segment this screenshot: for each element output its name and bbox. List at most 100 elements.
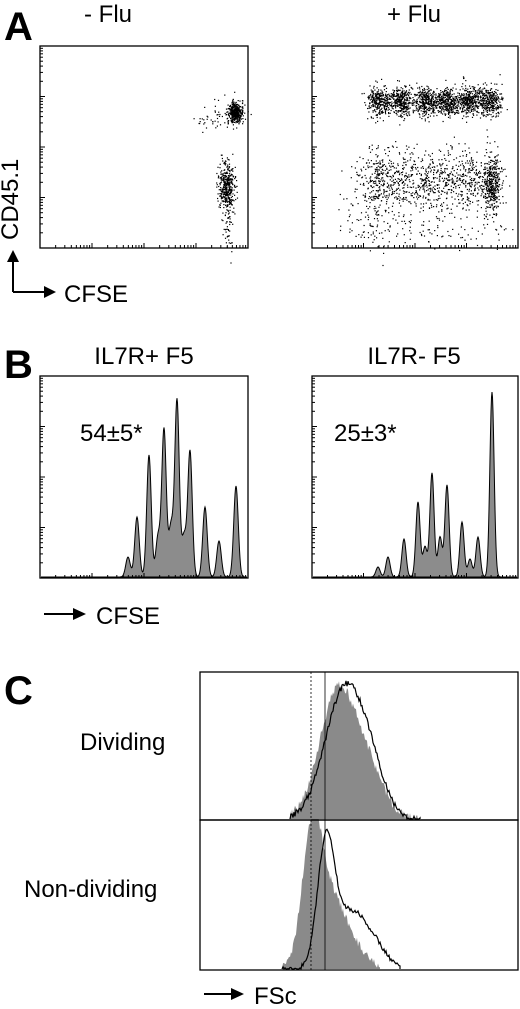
- scatter-dot: [428, 113, 430, 116]
- scatter-dot: [367, 118, 369, 120]
- scatter-dot: [482, 105, 484, 107]
- scatter-dot: [375, 122, 377, 124]
- scatter-dot: [453, 111, 455, 114]
- scatter-dot: [381, 93, 383, 95]
- scatter-dot: [398, 195, 400, 197]
- scatter-dot: [216, 117, 219, 120]
- scatter-dot: [486, 187, 488, 189]
- scatter-dot: [448, 103, 450, 105]
- scatter-dot: [505, 175, 507, 177]
- scatter-dot: [377, 177, 379, 179]
- scatter-dot: [466, 101, 468, 103]
- scatter-dot: [400, 102, 402, 105]
- scatter-dot: [403, 181, 405, 183]
- scatter-dot: [383, 183, 385, 185]
- scatter-dot: [429, 189, 432, 191]
- scatter-dot: [471, 227, 473, 229]
- scatter-dot: [450, 101, 453, 103]
- scatter-dot: [225, 242, 227, 244]
- scatter-dot: [396, 170, 398, 173]
- scatter-dot: [430, 159, 432, 161]
- scatter-dot: [464, 99, 467, 101]
- scatter-dot: [232, 170, 234, 172]
- scatter-dot: [492, 103, 494, 105]
- scatter-dot: [349, 228, 351, 230]
- scatter-dot: [480, 172, 482, 174]
- scatter-dot: [222, 160, 224, 162]
- scatter-dot: [394, 197, 396, 199]
- scatter-dot: [238, 120, 241, 122]
- scatter-dot: [403, 102, 405, 104]
- scatter-dot: [441, 173, 443, 175]
- scatter-dot: [445, 95, 447, 97]
- scatter-dot: [429, 164, 431, 166]
- scatter-dot: [453, 103, 456, 105]
- scatter-dot: [372, 99, 374, 101]
- scatter-dot: [497, 146, 499, 148]
- scatter-dot: [493, 163, 495, 165]
- scatter-dot: [447, 150, 449, 152]
- scatter-dot: [406, 178, 408, 180]
- scatter-dot: [408, 101, 410, 103]
- scatter-dot: [424, 111, 426, 114]
- scatter-dot: [229, 183, 231, 185]
- scatter-dot: [370, 180, 372, 182]
- scatter-dot: [397, 100, 399, 102]
- scatter-dot: [411, 186, 413, 189]
- scatter-dot: [481, 193, 483, 195]
- scatter-dot: [227, 204, 229, 206]
- scatter-dot: [479, 89, 481, 91]
- scatter-dot: [446, 108, 448, 110]
- scatter-dot: [483, 172, 485, 174]
- scatter-dot: [409, 238, 411, 240]
- scatter-dot: [423, 189, 425, 191]
- scatter-dot: [476, 106, 479, 109]
- scatter-dot: [393, 93, 395, 95]
- scatter-dot: [379, 186, 381, 188]
- scatter-dot: [452, 108, 454, 110]
- scatter-dot: [415, 187, 417, 189]
- scatter-dot: [385, 93, 387, 95]
- scatter-dot: [411, 87, 413, 89]
- scatter-dot: [446, 86, 448, 89]
- scatter-dot: [469, 176, 471, 178]
- scatter-dot: [404, 175, 406, 177]
- scatter-dot: [409, 226, 411, 228]
- scatter-dot: [440, 165, 442, 167]
- scatter-dot: [426, 186, 428, 188]
- scatter-dot: [477, 187, 479, 189]
- scatter-dot: [436, 88, 438, 90]
- scatter-dot: [417, 186, 419, 188]
- scatter-dot: [450, 192, 452, 194]
- scatter-dot: [410, 195, 412, 197]
- scatter-dot: [228, 187, 231, 190]
- scatter-dot: [453, 181, 455, 183]
- scatter-dot: [493, 194, 495, 196]
- scatter-dot: [450, 235, 452, 237]
- scatter-dot: [487, 218, 489, 220]
- panel-a-y-axis-label: CD45.1: [0, 159, 24, 240]
- scatter-dot: [414, 201, 416, 203]
- scatter-dot: [240, 118, 243, 120]
- scatter-dot: [470, 102, 472, 104]
- scatter-dot: [225, 108, 228, 110]
- scatter-dot: [501, 167, 503, 169]
- panel-a-right-plot: [311, 45, 519, 267]
- scatter-dot: [469, 92, 471, 94]
- scatter-dot: [228, 116, 231, 118]
- scatter-dot: [396, 102, 398, 104]
- scatter-dot: [449, 107, 451, 109]
- scatter-dot: [449, 101, 451, 103]
- scatter-dot: [428, 176, 430, 179]
- scatter-dot: [408, 105, 410, 107]
- scatter-dot: [381, 95, 383, 97]
- scatter-dot: [234, 213, 236, 215]
- scatter-dot: [492, 179, 495, 181]
- scatter-dot: [487, 180, 489, 182]
- scatter-dot: [479, 185, 481, 187]
- scatter-dot: [206, 115, 208, 117]
- scatter-dot: [489, 190, 491, 192]
- scatter-dot: [385, 113, 387, 115]
- scatter-dot: [492, 189, 494, 191]
- scatter-dot: [433, 188, 435, 190]
